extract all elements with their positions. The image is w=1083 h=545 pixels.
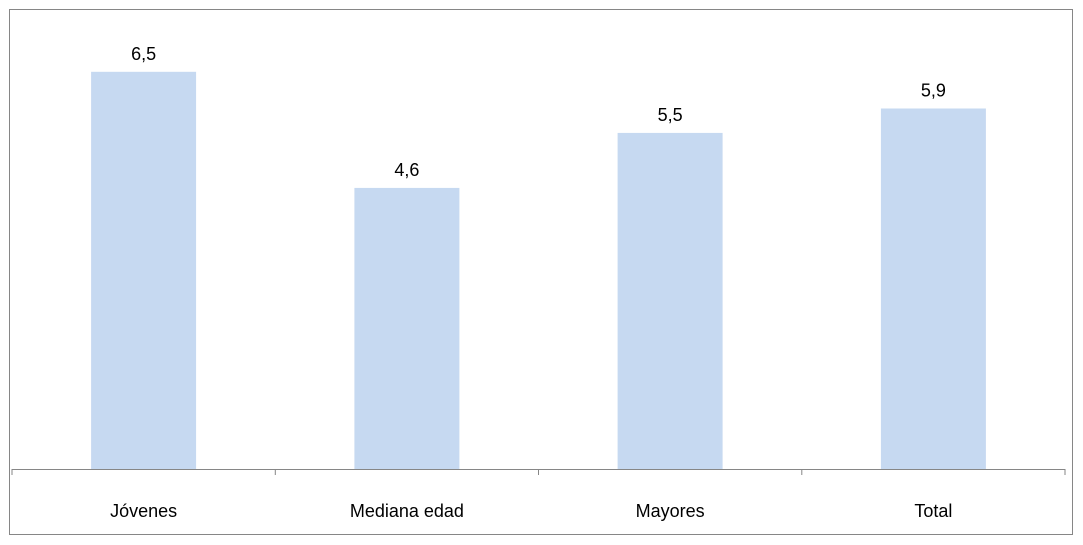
data-label-2: 4,6: [394, 160, 419, 180]
category-label-1: Jóvenes: [110, 501, 177, 521]
category-label-3: Mayores: [636, 501, 705, 521]
bar-2: [354, 187, 460, 469]
data-label-3: 5,5: [658, 105, 683, 125]
data-label-1: 6,5: [131, 44, 156, 64]
category-label-2: Mediana edad: [350, 501, 464, 521]
bar-4: [880, 108, 986, 469]
category-labels-layer: Jóvenes Mediana edad Mayores Total: [110, 501, 952, 521]
bar-chart: 6,5 4,6 5,5 5,9 Jóvenes Mediana edad Mayores T…: [11, 44, 1066, 521]
bar-1: [91, 71, 197, 470]
data-labels-layer: 6,5 4,6 5,5 5,9: [131, 44, 946, 180]
bars-layer: [91, 71, 986, 470]
chart-frame: 6,5 4,6 5,5 5,9 Jóvenes Mediana edad Mayores T…: [9, 9, 1073, 535]
bar-3: [617, 132, 723, 469]
category-label-4: Total: [914, 501, 952, 521]
data-label-4: 5,9: [921, 81, 946, 101]
x-axis-ticks-layer: [11, 469, 1066, 475]
